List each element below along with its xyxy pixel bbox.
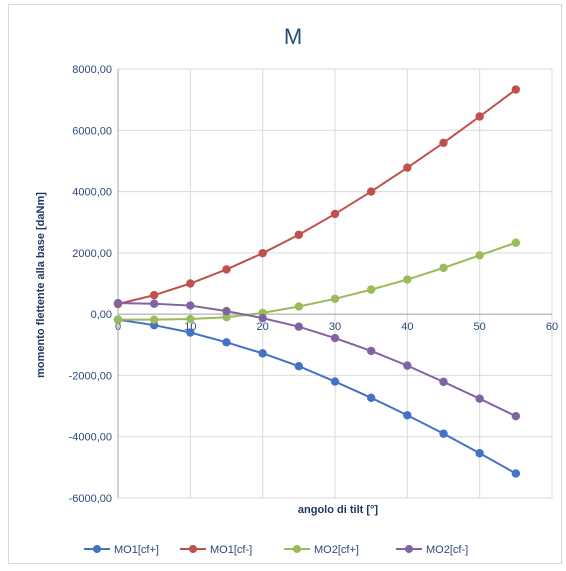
data-point: [439, 263, 448, 273]
x-tick-label: 30: [329, 321, 341, 333]
data-point: [403, 275, 412, 284]
data-point: [222, 265, 231, 274]
series-line: [117, 302, 517, 418]
x-tick-label: 60: [546, 321, 558, 333]
data-point: [439, 138, 448, 148]
y-tick-label: 0,00: [91, 309, 112, 321]
chart-frame: [8, 4, 562, 564]
data-point: [222, 338, 231, 347]
data-point: [366, 346, 376, 356]
data-point: [475, 449, 484, 458]
axes: 0102030405060-6000,00-4000,00-2000,000,0…: [69, 64, 559, 505]
series-line: [117, 318, 517, 475]
y-tick-label: 6000,00: [72, 125, 112, 137]
y-axis-label: momento flettente alla base [daNm]: [35, 192, 47, 378]
data-point: [294, 230, 304, 239]
y-tick-label: 4000,00: [72, 187, 112, 199]
data-point: [475, 394, 484, 403]
data-point: [258, 313, 267, 323]
data-point: [113, 315, 123, 324]
data-point: [222, 306, 231, 316]
x-tick-label: 20: [257, 321, 269, 333]
data-point: [186, 314, 195, 324]
data-point: [222, 313, 231, 322]
data-point: [403, 361, 412, 370]
data-point: [330, 377, 340, 386]
data-point: [330, 294, 340, 304]
data-point: [149, 315, 159, 324]
data-point: [186, 301, 195, 310]
data-point: [475, 251, 484, 260]
chart-title: M: [284, 24, 302, 49]
legend-label: MO1[cf-]: [210, 544, 252, 556]
data-point: [511, 238, 521, 247]
series-layer: [113, 85, 521, 478]
legend: MO1[cf+] MO1[cf-] MO2[cf+] MO2[cf-]: [84, 544, 468, 556]
data-point: [113, 298, 123, 308]
data-point: [330, 209, 340, 219]
data-point: [366, 393, 376, 402]
data-point: [403, 163, 412, 172]
data-point: [258, 349, 267, 358]
legend-marker: [93, 545, 101, 553]
x-axis-label: angolo di tilt [°]: [298, 504, 378, 516]
legend-item: MO2[cf-]: [396, 544, 468, 556]
x-tick-label: 50: [474, 321, 486, 333]
legend-marker: [405, 545, 413, 553]
legend-label: MO2[cf+]: [314, 544, 359, 556]
legend-label: MO1[cf+]: [114, 544, 159, 556]
data-point: [511, 85, 521, 94]
legend-marker: [189, 545, 197, 553]
legend-item: MO1[cf+]: [84, 544, 159, 556]
data-point: [403, 411, 412, 420]
data-point: [186, 279, 195, 288]
legend-item: MO2[cf+]: [284, 544, 359, 556]
y-tick-label: 8000,00: [72, 64, 112, 76]
data-point: [511, 469, 521, 478]
series-line: [117, 88, 517, 306]
series-line: [118, 241, 517, 321]
legend-marker: [293, 545, 301, 553]
y-tick-label: 2000,00: [72, 248, 112, 260]
data-point: [439, 377, 448, 387]
data-point: [149, 299, 159, 308]
data-point: [294, 322, 304, 331]
data-point: [330, 333, 340, 343]
data-point: [186, 328, 195, 337]
y-tick-label: -4000,00: [69, 432, 112, 444]
y-tick-label: -6000,00: [69, 493, 112, 505]
data-point: [294, 362, 304, 371]
data-point: [366, 285, 376, 294]
data-point: [366, 187, 376, 196]
data-point: [511, 411, 521, 421]
data-point: [258, 248, 267, 258]
x-tick-label: 40: [401, 321, 413, 333]
legend-label: MO2[cf-]: [426, 544, 468, 556]
grid: [117, 68, 553, 499]
data-point: [475, 112, 484, 121]
data-point: [439, 429, 448, 438]
data-point: [149, 290, 159, 300]
legend-item: MO1[cf-]: [180, 544, 252, 556]
y-tick-label: -2000,00: [69, 370, 112, 382]
data-point: [294, 302, 304, 311]
